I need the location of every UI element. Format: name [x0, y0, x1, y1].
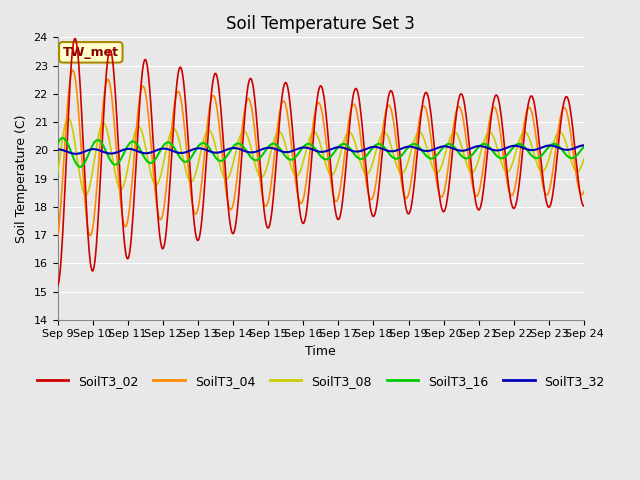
Text: TW_met: TW_met [63, 46, 119, 59]
X-axis label: Time: Time [305, 345, 336, 358]
Y-axis label: Soil Temperature (C): Soil Temperature (C) [15, 114, 28, 243]
Title: Soil Temperature Set 3: Soil Temperature Set 3 [227, 15, 415, 33]
Legend: SoilT3_02, SoilT3_04, SoilT3_08, SoilT3_16, SoilT3_32: SoilT3_02, SoilT3_04, SoilT3_08, SoilT3_… [32, 370, 610, 393]
